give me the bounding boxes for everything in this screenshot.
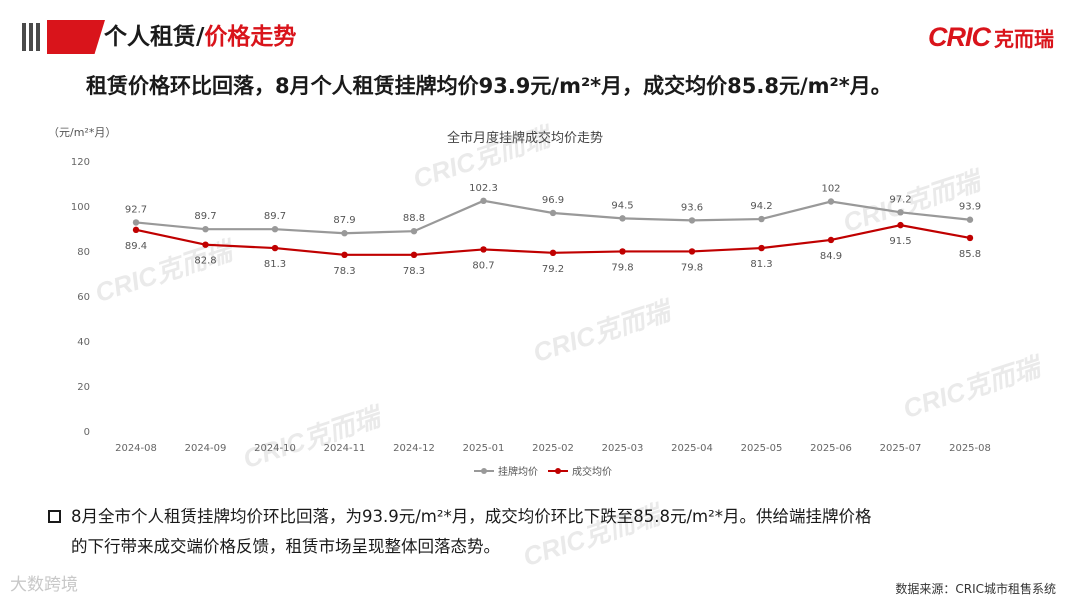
headline-summary: 租赁价格环比回落，8月个人租赁挂牌均价93.9元/m²*月，成交均价85.8元/…	[86, 74, 892, 98]
data-label: 82.8	[194, 256, 216, 267]
x-tick-label: 2025-02	[532, 443, 574, 454]
data-label: 96.9	[542, 195, 564, 206]
data-label: 94.5	[611, 200, 633, 211]
data-label: 78.3	[333, 266, 355, 277]
data-label: 85.8	[959, 249, 981, 260]
data-label: 88.8	[403, 213, 425, 224]
chart-title: 全市月度挂牌成交均价走势	[447, 130, 603, 146]
x-tick-label: 2024-08	[115, 443, 157, 454]
data-label: 91.5	[889, 236, 911, 247]
y-tick-label: 20	[77, 382, 90, 393]
page-title-main: 个人租赁/	[104, 24, 205, 50]
data-label: 92.7	[125, 204, 147, 215]
header-stripe	[36, 23, 40, 51]
data-point	[758, 244, 765, 252]
y-tick-label: 0	[84, 427, 90, 438]
legend-marker	[555, 468, 561, 474]
brand-logo-mark: CRIC	[928, 22, 991, 52]
data-label: 89.7	[264, 211, 286, 222]
y-axis-unit: （元/m²*月）	[48, 126, 116, 139]
data-label: 79.8	[611, 262, 633, 273]
data-label: 97.2	[889, 194, 911, 205]
data-source: 数据来源：CRIC城市租售系统	[895, 582, 1056, 596]
data-point	[688, 248, 696, 255]
y-tick-label: 40	[77, 337, 90, 348]
data-label: 80.7	[472, 260, 494, 271]
data-point	[549, 209, 557, 217]
data-point	[827, 236, 835, 244]
x-tick-label: 2024-11	[324, 443, 366, 454]
data-point	[619, 248, 626, 255]
data-point	[688, 217, 696, 224]
data-point	[966, 234, 974, 242]
data-point	[271, 244, 279, 252]
data-point	[480, 246, 487, 253]
data-label: 78.3	[403, 266, 425, 277]
data-point	[480, 197, 487, 205]
header-stripe	[29, 23, 33, 51]
data-label: 79.8	[681, 262, 703, 273]
x-tick-label: 2025-07	[880, 443, 922, 454]
legend-marker	[481, 468, 487, 474]
y-tick-label: 60	[77, 292, 90, 303]
data-point	[410, 228, 418, 235]
legend-label: 挂牌均价	[498, 465, 538, 478]
legend-label: 成交均价	[572, 465, 612, 478]
bottom-brand-logo: 大数跨境	[10, 575, 78, 595]
data-label: 81.3	[750, 259, 772, 270]
data-point	[897, 221, 904, 229]
data-point	[827, 198, 835, 205]
x-tick-label: 2025-04	[671, 443, 713, 454]
data-point	[410, 251, 418, 259]
data-point	[341, 251, 348, 259]
data-label: 93.9	[959, 202, 981, 213]
y-tick-label: 100	[71, 202, 90, 213]
x-tick-label: 2025-01	[463, 443, 505, 454]
x-tick-label: 2025-03	[602, 443, 644, 454]
analysis-note: 8月全市个人租赁挂牌均价环比回落，为93.9元/m²*月，成交均价环比下跌至85…	[48, 502, 1048, 562]
data-label: 94.2	[750, 201, 772, 212]
data-label: 79.2	[542, 264, 564, 275]
y-tick-label: 80	[77, 247, 90, 258]
x-tick-label: 2024-09	[185, 443, 227, 454]
data-label: 89.7	[194, 211, 216, 222]
x-tick-label: 2024-10	[254, 443, 296, 454]
x-tick-label: 2024-12	[393, 443, 435, 454]
page-title: 个人租赁/价格走势	[104, 20, 296, 54]
data-point	[549, 249, 557, 256]
header-red-tab	[47, 20, 105, 54]
data-label: 87.9	[333, 215, 355, 226]
data-point	[132, 219, 140, 226]
header-decoration	[22, 20, 105, 54]
y-tick-label: 120	[71, 157, 90, 168]
bullet-square-icon	[48, 510, 61, 523]
data-point	[897, 209, 904, 216]
data-point	[271, 225, 279, 233]
data-point	[202, 241, 209, 248]
data-label: 102.3	[469, 183, 498, 194]
brand-logo: CRIC 克而瑞	[928, 22, 1054, 53]
data-point	[758, 215, 765, 223]
data-point	[619, 215, 626, 222]
data-point	[202, 225, 209, 233]
analysis-note-line2: 的下行带来成交端价格反馈，租赁市场呈现整体回落态势。	[71, 537, 500, 556]
analysis-note-line1: 8月全市个人租赁挂牌均价环比回落，为93.9元/m²*月，成交均价环比下跌至85…	[71, 507, 872, 526]
header-stripe	[22, 23, 26, 51]
brand-logo-text: 克而瑞	[994, 27, 1054, 51]
x-tick-label: 2025-08	[949, 443, 991, 454]
data-label: 93.6	[681, 202, 703, 213]
x-tick-label: 2025-05	[741, 443, 783, 454]
x-tick-label: 2025-06	[810, 443, 852, 454]
data-point	[341, 230, 348, 237]
data-label: 89.4	[125, 241, 147, 252]
data-label: 84.9	[820, 251, 842, 262]
data-label: 102	[821, 184, 840, 195]
data-point	[132, 226, 140, 234]
data-label: 81.3	[264, 259, 286, 270]
page-title-highlight: 价格走势	[204, 24, 297, 50]
price-trend-chart: 全市月度挂牌成交均价走势 （元/m²*月） 0 20 40 60 80 100 120 20…	[48, 126, 991, 478]
data-point	[966, 216, 974, 223]
